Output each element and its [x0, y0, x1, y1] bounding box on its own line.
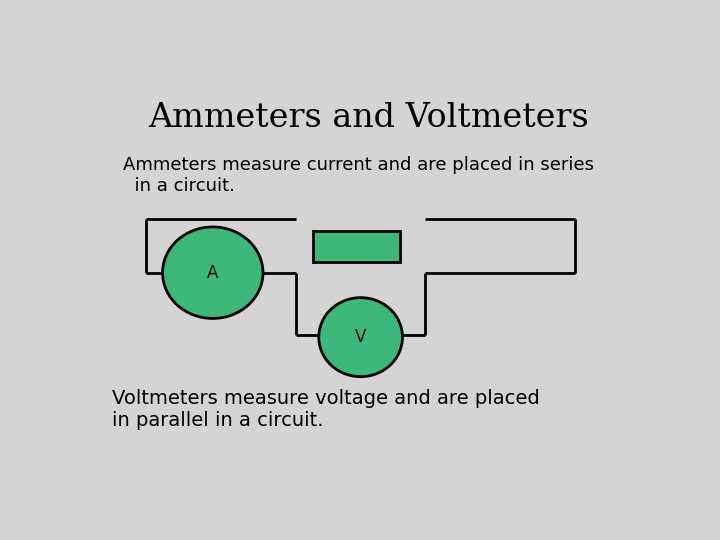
- Text: Voltmeters measure voltage and are placed
in parallel in a circuit.: Voltmeters measure voltage and are place…: [112, 389, 540, 430]
- Text: in a circuit.: in a circuit.: [124, 177, 235, 195]
- Text: A: A: [207, 264, 218, 282]
- Ellipse shape: [163, 227, 263, 319]
- Ellipse shape: [319, 298, 402, 377]
- Text: V: V: [355, 328, 366, 346]
- Text: Ammeters and Voltmeters: Ammeters and Voltmeters: [148, 102, 590, 134]
- Text: Ammeters measure current and are placed in series: Ammeters measure current and are placed …: [124, 156, 595, 174]
- Bar: [313, 231, 400, 262]
